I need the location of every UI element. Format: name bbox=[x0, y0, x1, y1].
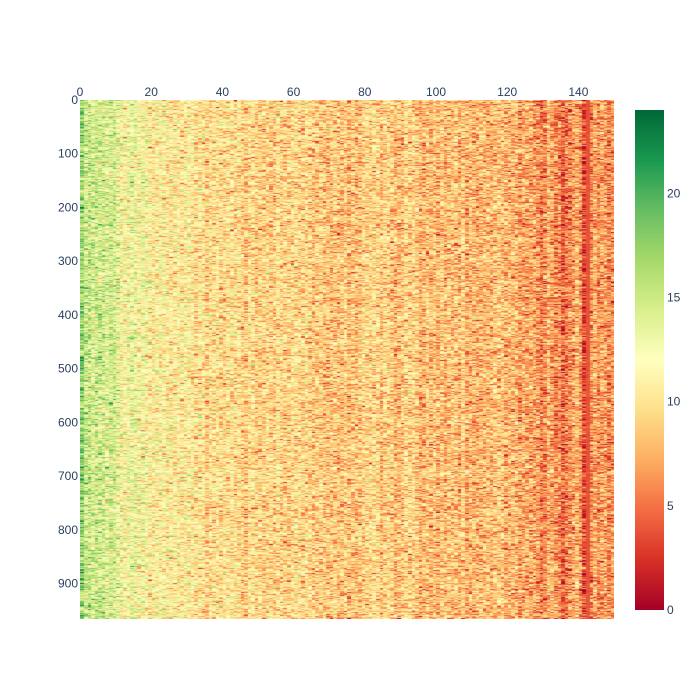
x-tick-label: 80 bbox=[358, 85, 372, 99]
y-tick-label: 900 bbox=[58, 577, 78, 591]
x-tick-label: 0 bbox=[77, 85, 84, 99]
y-axis-ticks: 0 100 200 300 400 500 600 700 800 900 bbox=[58, 93, 78, 591]
plot-area bbox=[80, 100, 614, 619]
y-tick-label: 800 bbox=[58, 523, 78, 537]
y-tick-label: 100 bbox=[58, 147, 78, 161]
colorbar-tick-label: 20 bbox=[667, 186, 681, 200]
x-tick-label: 100 bbox=[426, 85, 446, 99]
y-tick-label: 400 bbox=[58, 308, 78, 322]
colorbar-tick-label: 15 bbox=[667, 291, 681, 305]
colorbar-tick-label: 0 bbox=[667, 603, 674, 617]
x-tick-label: 140 bbox=[568, 85, 588, 99]
y-tick-label: 700 bbox=[58, 469, 78, 483]
colorbar bbox=[635, 110, 664, 610]
colorbar-tick-label: 10 bbox=[667, 395, 681, 409]
y-tick-label: 500 bbox=[58, 362, 78, 376]
y-tick-label: 200 bbox=[58, 200, 78, 214]
x-tick-label: 120 bbox=[497, 85, 517, 99]
heatmap-cells bbox=[80, 100, 614, 619]
colorbar-ticks: 0 5 10 15 20 bbox=[667, 186, 681, 617]
x-tick-label: 60 bbox=[287, 85, 301, 99]
y-tick-label: 600 bbox=[58, 415, 78, 429]
y-tick-label: 0 bbox=[71, 93, 78, 107]
x-tick-label: 20 bbox=[145, 85, 159, 99]
x-axis-ticks: 0 20 40 60 80 100 120 140 bbox=[77, 85, 589, 99]
colorbar-tick-label: 5 bbox=[667, 499, 674, 513]
y-tick-label: 300 bbox=[58, 254, 78, 268]
x-tick-label: 40 bbox=[216, 85, 230, 99]
colorbar-gradient bbox=[635, 110, 664, 610]
